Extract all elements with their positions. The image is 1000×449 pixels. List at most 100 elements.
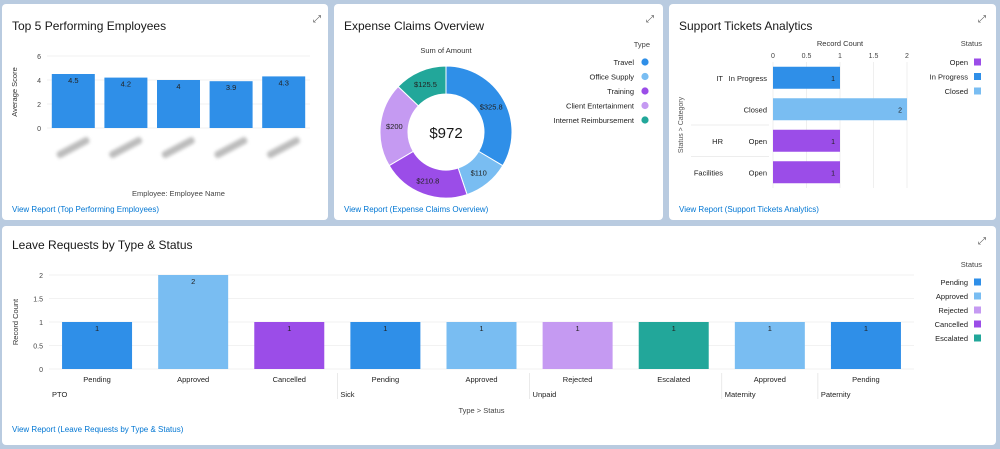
- data-label: 1: [864, 324, 868, 333]
- donut-slice: [397, 65, 447, 107]
- status-label: Open: [749, 168, 767, 177]
- status-label: Open: [749, 137, 767, 146]
- data-label: 1: [287, 324, 291, 333]
- bar: [157, 80, 200, 128]
- slice-label: $325.8: [480, 102, 503, 111]
- bar: [773, 129, 840, 152]
- x-tick-label: Pending: [83, 375, 111, 384]
- legend-label: Internet Reimbursement: [554, 116, 635, 125]
- x-tick-label: Cancelled: [273, 375, 306, 384]
- legend-swatch: [641, 87, 649, 95]
- data-label: 1: [672, 324, 676, 333]
- bar: [262, 76, 306, 128]
- bar: [62, 322, 133, 369]
- legend-label: Office Supply: [590, 73, 635, 82]
- legend-label: Approved: [936, 292, 968, 301]
- legend-swatch: [974, 292, 981, 300]
- data-label: 1: [576, 324, 580, 333]
- x-axis-label: Employee: Employee Name: [132, 189, 225, 198]
- bar: [51, 74, 95, 128]
- expand-icon[interactable]: ⤢: [978, 236, 986, 247]
- blurred-x-label: [214, 137, 248, 159]
- x-tick-label: 2: [905, 53, 909, 60]
- legend-label: Travel: [613, 58, 634, 67]
- bar: [209, 81, 253, 128]
- legend-swatch: [974, 334, 981, 342]
- x-axis-label: Record Count: [817, 39, 864, 48]
- data-label: 1: [383, 324, 387, 333]
- category-label: IT: [716, 74, 723, 83]
- group-label: PTO: [52, 390, 67, 399]
- data-label: 4: [176, 82, 180, 91]
- legend-title: Status: [961, 39, 983, 48]
- category-label: Facilities: [694, 168, 723, 177]
- x-tick-label: Approved: [177, 375, 209, 384]
- expand-icon[interactable]: ⤢: [646, 14, 654, 25]
- view-report-link[interactable]: View Report (Top Performing Employees): [12, 205, 160, 214]
- legend-label: Open: [950, 58, 968, 67]
- legend-label: In Progress: [930, 73, 969, 82]
- slice-label: $210.8: [416, 177, 439, 186]
- bar: [830, 322, 901, 369]
- card-expense-claims: Expense Claims Overview ⤢ Sum of Amount $…: [334, 4, 663, 220]
- tickets-hbar-chart: Record Count 0 0.5 1 1.5 2 Status > Category 1 I…: [678, 39, 983, 188]
- card-leave-requests: Leave Requests by Type & Status ⤢ 0 0.5 1 1…: [2, 226, 996, 445]
- blurred-x-label: [109, 137, 143, 159]
- x-tick-label: 0.5: [802, 53, 812, 60]
- y-axis-label: Record Count: [11, 298, 20, 345]
- card-top-employees: Top 5 Performing Employees ⤢ 0 2 4 6 Average…: [2, 4, 328, 220]
- x-tick-label: Pending: [852, 375, 880, 384]
- legend-label: Pending: [940, 278, 968, 287]
- data-label: 4.3: [278, 78, 288, 87]
- view-report-link[interactable]: View Report (Support Tickets Analytics): [679, 205, 819, 214]
- data-label: 1: [831, 76, 835, 83]
- view-report-link[interactable]: View Report (Expense Claims Overview): [344, 205, 489, 214]
- chart-subtitle: Sum of Amount: [420, 46, 472, 55]
- bar: [542, 322, 613, 369]
- data-label: 2: [191, 277, 195, 286]
- y-axis-label: Status > Category: [678, 96, 685, 153]
- legend-label: Closed: [945, 87, 968, 96]
- data-label: 1: [831, 170, 835, 177]
- legend-swatch: [641, 58, 649, 66]
- category-label: HR: [712, 137, 723, 146]
- group-label: Paternity: [821, 390, 851, 399]
- x-tick-label: Rejected: [563, 375, 593, 384]
- bar: [446, 322, 517, 369]
- legend-swatch: [974, 58, 981, 66]
- blurred-x-label: [266, 137, 300, 159]
- legend-swatch: [641, 116, 649, 124]
- bar: [773, 98, 907, 121]
- legend-swatch: [974, 278, 981, 286]
- y-tick-label: 0: [39, 367, 43, 374]
- legend-label: Training: [607, 87, 634, 96]
- legend-swatch: [974, 306, 981, 314]
- bar: [254, 322, 325, 369]
- view-report-link[interactable]: View Report (Leave Requests by Type & St…: [12, 425, 184, 434]
- data-label: 2: [898, 107, 902, 114]
- data-label: 4.5: [68, 76, 78, 85]
- x-tick-label: Approved: [754, 375, 786, 384]
- expand-icon[interactable]: ⤢: [313, 14, 321, 25]
- data-label: 1: [95, 324, 99, 333]
- x-tick-label: Pending: [372, 375, 400, 384]
- status-label: In Progress: [729, 74, 768, 83]
- slice-label: $110: [471, 168, 487, 177]
- bar: [104, 77, 148, 128]
- bar: [350, 322, 421, 369]
- legend-label: Rejected: [938, 306, 968, 315]
- x-tick-label: Escalated: [657, 375, 690, 384]
- legend-label: Cancelled: [935, 320, 968, 329]
- donut-slice: [445, 65, 513, 167]
- employees-bar-chart: 0 2 4 6 Average Score 4.5 4.2 4 3.9 4.3 Employee: …: [10, 54, 310, 198]
- legend-label: Client Entertainment: [566, 102, 635, 111]
- legend-swatch: [641, 101, 649, 110]
- legend-swatch: [974, 87, 981, 95]
- slice-label: $200: [386, 122, 403, 131]
- data-label: 1: [479, 324, 483, 333]
- blurred-x-label: [161, 137, 195, 159]
- x-tick-label: Approved: [465, 375, 497, 384]
- expand-icon[interactable]: ⤢: [978, 14, 986, 25]
- legend-title: Type: [634, 40, 650, 49]
- blurred-x-label: [56, 137, 90, 159]
